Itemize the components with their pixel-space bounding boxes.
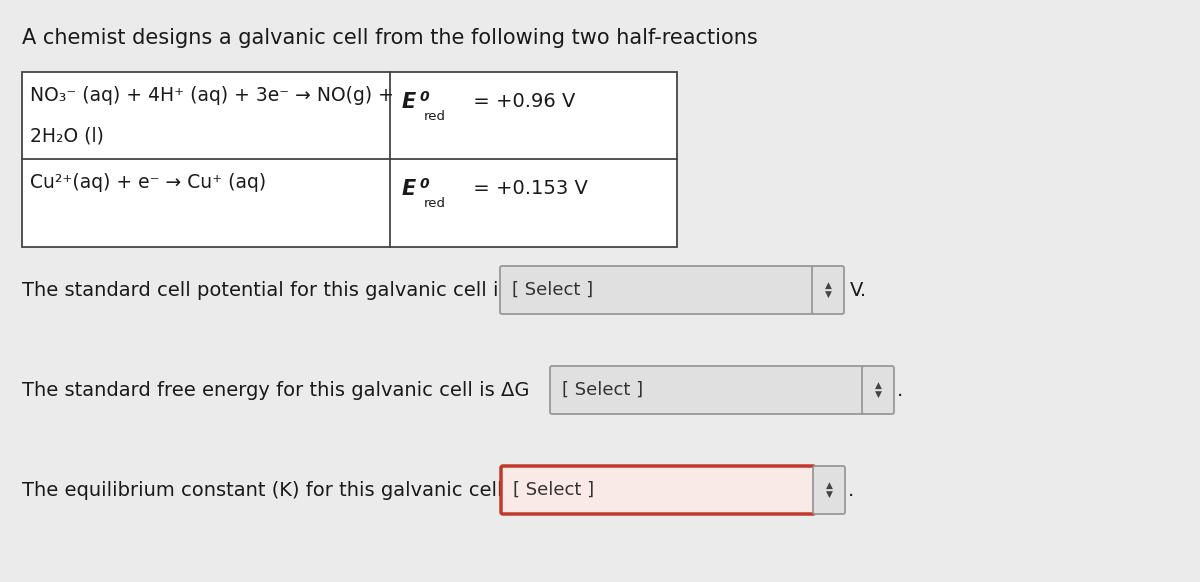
Text: .: . [898,381,904,399]
Text: = +0.153 V: = +0.153 V [467,179,588,198]
Text: V.: V. [850,281,868,300]
Text: [ Select ]: [ Select ] [562,381,643,399]
Text: ▲
▼: ▲ ▼ [875,381,882,399]
Text: [ Select ]: [ Select ] [514,481,594,499]
FancyBboxPatch shape [814,466,845,514]
Text: ▲
▼: ▲ ▼ [824,281,832,299]
Text: red: red [424,110,446,123]
FancyBboxPatch shape [862,366,894,414]
Text: .: . [848,481,854,499]
Text: [ Select ]: [ Select ] [512,281,593,299]
Text: 0: 0 [420,177,430,191]
FancyBboxPatch shape [500,266,814,314]
Text: 2H₂O (l): 2H₂O (l) [30,127,104,146]
Text: A chemist designs a galvanic cell from the following two half-reactions: A chemist designs a galvanic cell from t… [22,28,757,48]
Text: The equilibrium constant (K) for this galvanic cell c̶ell is: The equilibrium constant (K) for this ga… [22,481,564,499]
Text: The standard cell potential for this galvanic cell is: The standard cell potential for this gal… [22,281,509,300]
Text: = +0.96 V: = +0.96 V [467,92,575,111]
Text: 0: 0 [420,90,430,104]
Text: Cu²⁺(aq) + e⁻ → Cu⁺ (aq): Cu²⁺(aq) + e⁻ → Cu⁺ (aq) [30,173,266,192]
FancyBboxPatch shape [550,366,864,414]
Text: E: E [402,92,416,112]
Text: red: red [424,197,446,210]
Text: The standard free energy for this galvanic cell is ΔG: The standard free energy for this galvan… [22,381,529,399]
Text: NO₃⁻ (aq) + 4H⁺ (aq) + 3e⁻ → NO(g) +: NO₃⁻ (aq) + 4H⁺ (aq) + 3e⁻ → NO(g) + [30,86,394,105]
FancyBboxPatch shape [812,266,844,314]
Bar [22,72,677,247]
FancyBboxPatch shape [502,466,815,514]
Text: ▲
▼: ▲ ▼ [826,481,833,499]
Text: E: E [402,179,416,199]
